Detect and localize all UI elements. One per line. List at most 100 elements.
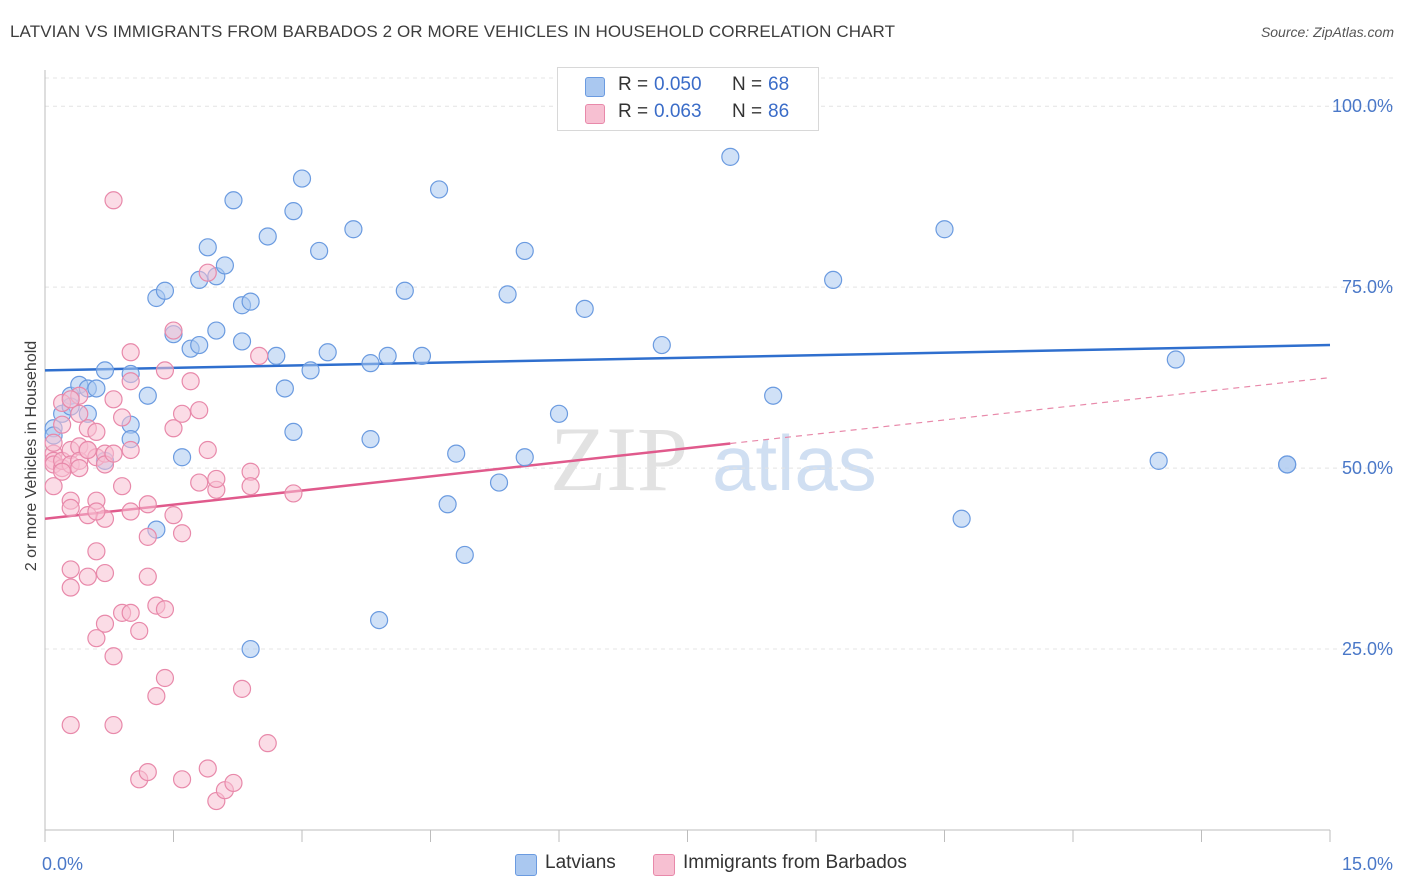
r-value: 0.063: [654, 101, 702, 122]
source-credit: Source: ZipAtlas.com: [1260, 24, 1394, 40]
data-point: [935, 220, 954, 239]
data-point: [190, 473, 209, 492]
legend-swatch-latvians: [585, 77, 605, 97]
data-point: [95, 614, 115, 633]
data-point: [61, 578, 80, 597]
data-point: [155, 668, 175, 688]
data-point: [455, 545, 474, 565]
data-point: [549, 404, 569, 423]
data-point: [138, 527, 157, 546]
data-point: [489, 473, 509, 492]
data-point: [172, 524, 192, 543]
data-point: [241, 639, 260, 659]
data-point: [207, 469, 226, 489]
data-point: [44, 477, 63, 496]
data-point: [652, 335, 671, 355]
legend-swatch-latvians: [515, 854, 537, 876]
data-point: [224, 773, 243, 793]
data-point: [190, 401, 209, 420]
data-point: [764, 386, 783, 405]
data-point: [241, 477, 260, 496]
legend-label: Immigrants from Barbados: [683, 852, 907, 873]
data-point: [121, 603, 140, 622]
chart-title: LATVIAN VS IMMIGRANTS FROM BARBADOS 2 OR…: [10, 22, 896, 41]
data-point: [301, 361, 320, 380]
data-point: [130, 621, 149, 641]
legend-row-barbados: R = 0.063 N = 86: [558, 99, 818, 127]
data-point: [95, 361, 115, 380]
data-point: [61, 560, 80, 579]
data-point: [44, 433, 63, 452]
data-point: [952, 509, 971, 528]
data-point: [258, 227, 277, 246]
data-point: [429, 180, 449, 199]
data-point: [824, 270, 843, 290]
data-point: [267, 346, 286, 366]
trend-line: [44, 343, 1331, 372]
data-point: [721, 147, 740, 166]
legend-label: Latvians: [545, 852, 616, 873]
data-point: [121, 440, 140, 460]
data-point: [87, 629, 106, 648]
data-point: [275, 379, 294, 398]
data-point: [181, 372, 200, 391]
data-point: [53, 462, 72, 481]
data-point: [232, 332, 252, 351]
data-point: [198, 238, 217, 257]
watermark: ZIP atlas: [550, 408, 877, 510]
legend-row-latvians: R = 0.050 N = 68: [558, 72, 818, 100]
data-point: [53, 415, 72, 434]
tick-labels: 25.0% 50.0% 75.0% 100.0% 0.0% 15.0%: [42, 96, 1393, 874]
x-tick-label: 15.0%: [1342, 854, 1393, 874]
data-point: [190, 335, 209, 355]
data-point: [121, 502, 140, 521]
data-point: [112, 408, 132, 427]
data-point: [104, 715, 123, 735]
x-tick-label: 0.0%: [42, 854, 83, 874]
data-points: [44, 147, 1297, 811]
data-point: [438, 495, 457, 514]
legend-stats: R = 0.050 N = 68 R = 0.063 N = 86: [557, 67, 819, 131]
data-point: [164, 419, 183, 438]
data-point: [138, 567, 157, 586]
data-point: [361, 354, 380, 373]
data-point: [172, 770, 192, 789]
data-point: [241, 292, 260, 311]
y-tick-label: 50.0%: [1342, 458, 1393, 478]
data-point: [112, 477, 132, 496]
data-point: [318, 343, 337, 362]
data-point: [61, 390, 80, 409]
y-tick-label: 25.0%: [1342, 639, 1393, 659]
data-point: [1166, 350, 1185, 369]
data-point: [78, 440, 97, 460]
data-point: [378, 346, 397, 366]
data-point: [155, 281, 175, 300]
data-point: [370, 610, 389, 630]
data-point: [87, 542, 106, 561]
data-point: [575, 299, 594, 318]
data-point: [395, 281, 414, 300]
data-point: [515, 448, 534, 467]
data-point: [121, 372, 140, 391]
data-point: [207, 321, 226, 340]
data-point: [104, 390, 123, 409]
data-point: [147, 686, 166, 706]
data-point: [284, 422, 303, 442]
trend-line: [44, 442, 731, 521]
data-point: [361, 430, 380, 449]
trend-lines: [44, 343, 1331, 521]
data-point: [344, 220, 363, 239]
r-value: 0.050: [654, 74, 702, 95]
data-point: [87, 422, 106, 442]
legend-series: Latvians Immigrants from Barbados: [0, 851, 1406, 879]
r-label: R =: [618, 74, 649, 95]
data-point: [258, 734, 277, 753]
data-point: [198, 440, 217, 460]
data-point: [70, 404, 89, 423]
legend-swatch-barbados: [653, 854, 675, 876]
axes: [44, 70, 1331, 842]
grid-lines: [45, 77, 1395, 650]
data-point: [447, 444, 466, 463]
data-point: [224, 191, 243, 210]
